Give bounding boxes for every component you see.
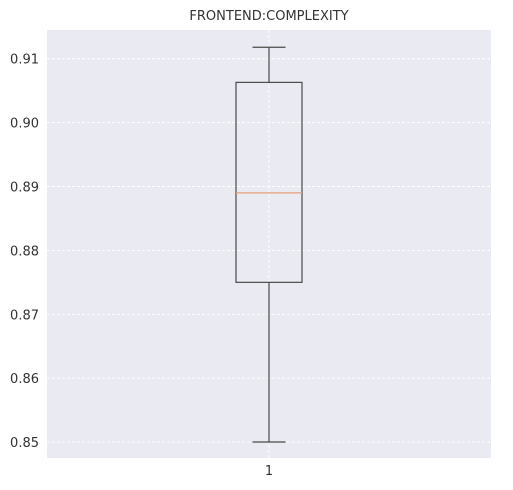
x-tick-label: 1	[265, 464, 273, 479]
x-axis: 1	[265, 464, 273, 479]
chart-title: FRONTEND:COMPLEXITY	[189, 9, 348, 24]
box-elements	[235, 46, 303, 443]
y-tick-label: 0.86	[10, 372, 39, 387]
y-tick-label: 0.88	[10, 244, 39, 259]
interquartile-box	[235, 81, 303, 283]
y-tick-label: 0.87	[10, 308, 39, 323]
y-tick-label: 0.91	[10, 53, 39, 68]
y-tick-label: 0.85	[10, 436, 39, 451]
y-tick-label: 0.89	[10, 181, 39, 196]
y-tick-label: 0.90	[10, 117, 39, 132]
y-axis: 0.85 0.86 0.87 0.88 0.89 0.90 0.91	[10, 53, 39, 451]
